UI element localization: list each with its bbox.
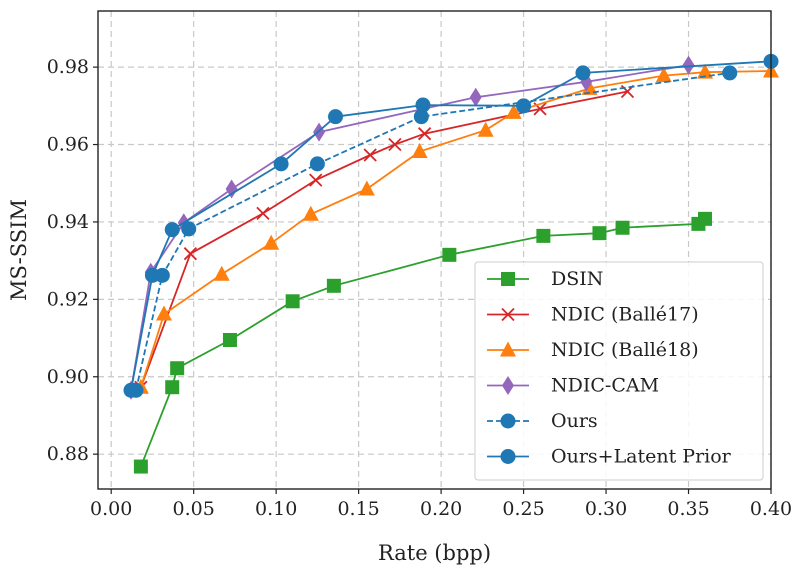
legend-entry: DSIN bbox=[487, 268, 603, 290]
data-point bbox=[516, 98, 532, 114]
data-point bbox=[170, 361, 185, 376]
y-tick-label: 0.92 bbox=[47, 288, 89, 310]
data-point bbox=[285, 294, 300, 309]
y-axis-label: MS-SSIM bbox=[7, 199, 31, 301]
data-point bbox=[213, 265, 230, 281]
data-point bbox=[181, 221, 197, 237]
x-tick-label: 0.25 bbox=[502, 498, 544, 520]
legend-entry: Ours bbox=[487, 410, 598, 432]
x-tick-label: 0.15 bbox=[337, 498, 379, 520]
data-point bbox=[309, 173, 323, 187]
legend-label: NDIC (Ballé17) bbox=[551, 304, 699, 326]
data-point bbox=[256, 206, 270, 221]
legend-label: NDIC (Ballé18) bbox=[551, 339, 699, 361]
legend-label: Ours bbox=[551, 410, 598, 432]
x-axis-label: Rate (bpp) bbox=[378, 541, 491, 565]
data-point bbox=[326, 278, 341, 293]
x-tick-label: 0.40 bbox=[750, 498, 792, 520]
x-tick-label: 0.20 bbox=[420, 498, 462, 520]
data-point bbox=[144, 267, 160, 283]
data-point bbox=[697, 63, 714, 79]
series-2 bbox=[132, 62, 779, 394]
legend-entry: NDIC (Ballé18) bbox=[487, 339, 699, 361]
axis-ticks: 0.00 0.05 0.10 0.15 0.20 0.25 0.30 0.35 0.40 0.88… bbox=[47, 56, 792, 520]
legend-label: DSIN bbox=[551, 268, 603, 290]
data-point bbox=[477, 121, 494, 137]
data-point bbox=[505, 103, 522, 119]
legend-marker bbox=[500, 413, 516, 429]
series-line bbox=[135, 72, 730, 391]
data-point bbox=[413, 109, 429, 125]
data-point bbox=[225, 179, 238, 199]
legend-marker bbox=[500, 341, 516, 357]
y-tick-label: 0.96 bbox=[47, 134, 89, 156]
data-point bbox=[698, 211, 713, 226]
data-point bbox=[655, 67, 672, 83]
data-point bbox=[415, 97, 431, 113]
data-point bbox=[615, 220, 630, 235]
data-point bbox=[388, 137, 402, 152]
data-point bbox=[309, 156, 325, 172]
data-point bbox=[183, 247, 198, 261]
series-5 bbox=[123, 53, 779, 398]
data-point bbox=[222, 332, 237, 347]
legend-entry: Ours+Latent Prior bbox=[487, 446, 732, 468]
data-point bbox=[123, 382, 139, 398]
legend-label: NDIC-CAM bbox=[551, 375, 659, 397]
data-point bbox=[328, 109, 344, 125]
series-0 bbox=[133, 211, 713, 474]
data-point bbox=[133, 459, 148, 474]
data-point bbox=[536, 228, 551, 243]
data-point bbox=[592, 226, 607, 241]
data-point bbox=[442, 247, 457, 262]
y-tick-label: 0.94 bbox=[47, 211, 89, 233]
y-tick-label: 0.88 bbox=[47, 443, 89, 465]
legend-entry: NDIC-CAM bbox=[487, 375, 659, 397]
x-tick-label: 0.05 bbox=[173, 498, 215, 520]
x-tick-label: 0.00 bbox=[90, 498, 132, 520]
legend-marker bbox=[502, 376, 514, 395]
legend-entry: NDIC (Ballé17) bbox=[487, 304, 699, 326]
data-point bbox=[273, 156, 289, 172]
legend-box bbox=[474, 261, 764, 481]
data-point bbox=[722, 65, 738, 81]
data-point bbox=[165, 380, 180, 395]
data-point bbox=[411, 142, 428, 158]
legend-marker bbox=[501, 272, 515, 286]
plot-series bbox=[123, 53, 779, 474]
data-point bbox=[302, 205, 319, 221]
data-point bbox=[469, 87, 482, 107]
plot-frame bbox=[97, 10, 772, 490]
x-tick-label: 0.30 bbox=[585, 498, 627, 520]
data-point bbox=[682, 55, 695, 75]
x-tick-label: 0.10 bbox=[255, 498, 297, 520]
series-1 bbox=[134, 84, 635, 394]
y-tick-label: 0.98 bbox=[47, 56, 89, 78]
data-point bbox=[581, 79, 598, 95]
legend-marker bbox=[501, 307, 515, 322]
data-point bbox=[155, 305, 172, 321]
data-point bbox=[164, 222, 180, 238]
legend-label: Ours+Latent Prior bbox=[551, 446, 732, 468]
legend-marker bbox=[500, 449, 516, 464]
data-point bbox=[358, 180, 375, 196]
x-tick-label: 0.35 bbox=[667, 498, 709, 520]
legend: DSIN NDIC (Ballé17) NDIC (Ballé18) NDIC-CAM… bbox=[474, 261, 764, 481]
y-tick-label: 0.90 bbox=[47, 366, 89, 388]
data-point bbox=[575, 65, 591, 81]
data-point bbox=[417, 127, 432, 141]
data-point bbox=[263, 234, 280, 250]
data-point bbox=[363, 148, 377, 162]
